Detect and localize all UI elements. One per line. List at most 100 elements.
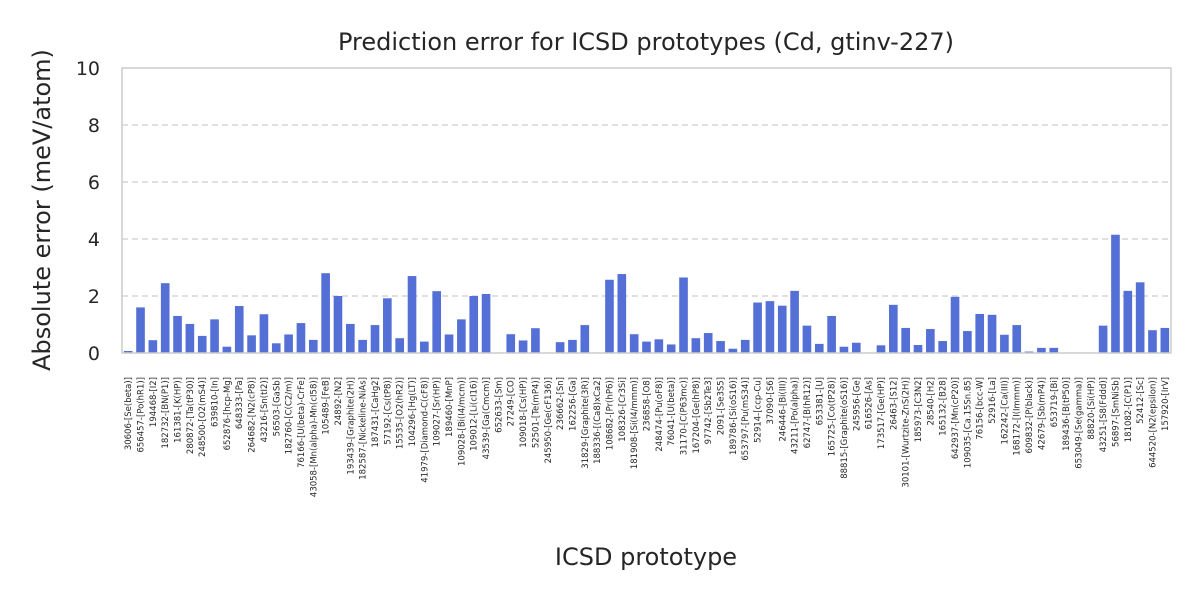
bar [271, 343, 281, 353]
x-tick-label: 42679-[Sb(mP4)] [1037, 377, 1047, 450]
x-tick-label: 165725-[Co(tP28)] [828, 377, 838, 456]
x-tick-label: 189436-[B(tP50)] [1062, 377, 1072, 451]
bar [148, 340, 158, 353]
bar [1111, 234, 1120, 353]
x-tick-label: 28540-[H2] [926, 377, 936, 426]
y-gridlines [122, 124, 1171, 297]
x-tick-label: 31829-[Graphite(3R)] [581, 377, 591, 469]
x-tick-label: 31170-[C(P63mc)] [680, 377, 690, 455]
bar [728, 348, 738, 353]
x-tick-label: 181082-[C(P1)] [1124, 377, 1134, 442]
x-tick-label: 30101-[Wurtzite-ZnS(2H)] [902, 377, 912, 488]
x-tick-label: 248474-[Pu(oF8)] [655, 377, 665, 452]
bar [383, 298, 392, 353]
bar [654, 339, 664, 353]
bar [173, 315, 182, 353]
bar [703, 333, 713, 353]
y-tick-label: 2 [88, 286, 100, 308]
bar [1148, 330, 1157, 353]
bar [642, 341, 651, 353]
bar [555, 342, 565, 353]
x-tick-label: 43251-[S8(Fddd)] [1099, 377, 1109, 452]
x-tick-label: 43211-[Po(alpha)] [791, 377, 801, 454]
bar [901, 327, 910, 353]
x-tick-label: 97742-[Sb2Te3] [704, 377, 714, 444]
x-tick-label: 15535-[O2(hR2)] [396, 377, 406, 449]
x-axis-ticks: 30606-[Se(beta)] 656457-[Po(hR1)] 194468-[… [124, 377, 1171, 497]
y-tick-label: 10 [76, 58, 100, 80]
bar [913, 345, 923, 353]
x-tick-label: 653381-[U] [815, 377, 825, 425]
bar [1037, 347, 1046, 353]
x-tick-label: 246446-[Bi(III)] [778, 377, 788, 442]
x-tick-label: 43058-[Mn(alpha)-Mn(cI58)] [309, 377, 319, 497]
bar [1160, 327, 1170, 353]
x-tick-label: 193439-[Graphite(2H)] [346, 377, 356, 475]
x-tick-label: 245950-[Ge(cF136)] [544, 377, 554, 463]
x-tick-label: 108682-[Pr(hP6)] [605, 377, 615, 450]
bar [432, 291, 442, 353]
y-axis-ticks: 0 2 4 6 8 10 [76, 58, 100, 365]
bar [531, 328, 540, 353]
x-tick-label: 109012-[Li(cI16)] [470, 377, 480, 451]
plot-frame [121, 67, 1172, 354]
bar [938, 341, 948, 353]
x-tick-label: 108326-[Cr3Si] [618, 377, 628, 442]
x-tick-label: 162242-[Ca(III)] [1000, 377, 1010, 444]
y-tick-label: 6 [88, 172, 100, 194]
x-tick-label: 41979-[Diamond-C(cF8)] [420, 377, 430, 483]
x-tick-label: 194468-[I2] [149, 377, 159, 427]
bar [481, 294, 491, 353]
bar [765, 301, 775, 353]
x-tick-label: 56503-[GaSb] [272, 377, 282, 436]
bar [926, 329, 935, 353]
bar [1049, 347, 1059, 353]
bar [691, 338, 701, 353]
x-tick-label: 609832-[P(black)] [1025, 377, 1035, 453]
bar [777, 305, 787, 353]
bar [160, 283, 170, 353]
bar [469, 296, 479, 353]
x-tick-label: 30606-[Se(beta)] [124, 377, 134, 450]
x-tick-label: 109035-[Ca.15Sn.85] [963, 377, 973, 468]
bar [975, 313, 985, 353]
x-tick-label: 52412-[Sc] [1136, 377, 1146, 424]
x-tick-label: 653797-[Pu(mS34)] [741, 377, 751, 461]
bar [716, 341, 725, 353]
bar [506, 334, 516, 353]
bars [123, 234, 1170, 353]
bar [1123, 290, 1133, 353]
bar [753, 302, 762, 353]
bar [296, 323, 306, 353]
x-tick-label: 52914-[ccp-Cu] [754, 377, 764, 443]
x-tick-label: 652633-[Sm] [494, 377, 504, 433]
bar [963, 331, 972, 353]
x-tick-label: 76041-[U(beta)] [667, 377, 677, 446]
bar [247, 335, 256, 353]
bar [568, 339, 577, 353]
bar [420, 341, 429, 353]
y-tick-label: 4 [88, 229, 100, 251]
x-tick-label: 109028-[Bi(I4/mcm)] [457, 377, 467, 466]
bar [605, 279, 614, 353]
x-tick-label: 24892-[N2] [334, 377, 344, 426]
x-tick-label: 656457-[Po(hR1)] [137, 377, 147, 453]
bar [889, 304, 898, 353]
x-tick-label: 161381-[K(HP)] [174, 377, 184, 443]
x-tick-label: 653719-[Bi] [1050, 377, 1060, 427]
bar [518, 340, 528, 353]
x-tick-label: 182732-[BN(P1)] [161, 377, 171, 449]
x-tick-label: 43216-[Sn(tI2)] [260, 377, 270, 442]
x-tick-label: 88820-[Si(HP)] [1087, 377, 1097, 440]
bar [370, 325, 380, 353]
x-tick-label: 165132-[B28] [939, 377, 949, 436]
bar [321, 273, 330, 353]
bar [259, 314, 269, 353]
x-tick-label: 109027-[Sr(HP)] [433, 377, 443, 446]
bar [580, 325, 590, 353]
x-tick-label: 173517-[Ge(HP)] [877, 377, 887, 449]
x-tick-label: 168172-[I(Immm)] [1013, 377, 1023, 456]
bar [827, 315, 836, 353]
bar [222, 346, 232, 353]
x-tick-label: 2091-[Se3S5] [717, 377, 727, 435]
